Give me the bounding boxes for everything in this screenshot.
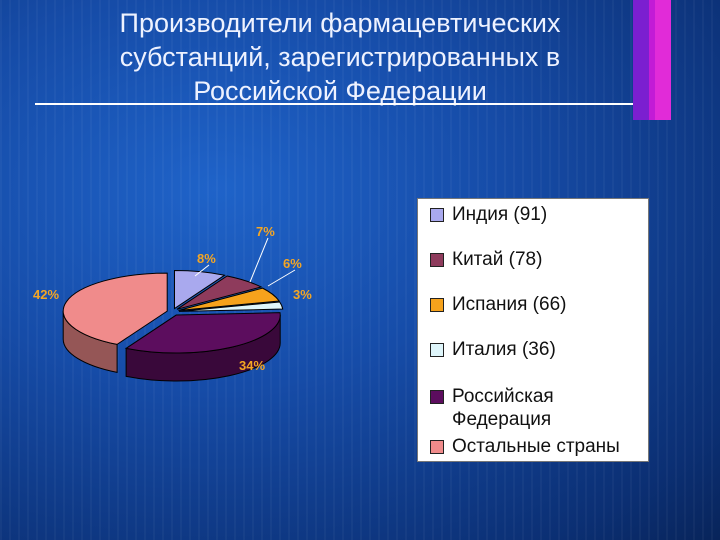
title-line-3: Российской Федерации [193, 76, 487, 106]
pie-tops [62, 270, 284, 354]
legend-swatch [430, 440, 444, 454]
deco-stripe [649, 0, 655, 120]
pie-slice [176, 275, 263, 310]
pie-slice [178, 287, 281, 311]
legend-label: Испания (66) [452, 294, 567, 315]
deco-stripe [655, 0, 671, 120]
pct-label: 42% [33, 287, 59, 302]
pct-label: 3% [293, 287, 312, 302]
pct-label: 6% [283, 256, 302, 271]
pie-slice [124, 312, 281, 354]
legend-item: Испания (66) [430, 293, 652, 316]
leader-line [249, 237, 269, 283]
legend-label: Индия (91) [452, 204, 548, 225]
legend-item: Остальные страны [430, 435, 652, 458]
legend-item: Италия (36) [430, 338, 652, 361]
legend-swatch [430, 343, 444, 357]
pie-slice [62, 272, 168, 345]
pct-label: 34% [239, 358, 265, 373]
legend-swatch [430, 208, 444, 222]
pie-labels: 8% 7% 6% 3% 34% 42% [33, 224, 312, 373]
pct-label: 8% [197, 251, 216, 266]
legend-label: Италия (36) [452, 339, 556, 360]
chart-legend: Индия (91) Китай (78) Испания (66) Италия (… [417, 198, 649, 462]
legend-label: Остальные страны [452, 436, 620, 457]
leader-line [267, 269, 296, 287]
legend-label: Российская Федерация [452, 386, 554, 430]
pct-label: 7% [256, 224, 275, 239]
legend-item: Российская Федерация [430, 385, 652, 431]
decorative-stripes [633, 0, 671, 120]
pie-slice [178, 301, 284, 312]
title-underline [35, 103, 635, 105]
title-line-1: Производители фармацевтических [119, 8, 561, 38]
legend-item: Индия (91) [430, 203, 652, 226]
title-line-2: субстанций, зарегистрированных в [119, 42, 561, 72]
legend-item: Китай (78) [430, 248, 652, 271]
legend-label: Китай (78) [452, 249, 543, 270]
slide-title: Производители фармацевтических субстанци… [40, 6, 640, 108]
legend-swatch [430, 390, 444, 404]
legend-swatch [430, 253, 444, 267]
legend-swatch [430, 298, 444, 312]
leader-line [194, 264, 210, 277]
deco-stripe [633, 0, 649, 120]
